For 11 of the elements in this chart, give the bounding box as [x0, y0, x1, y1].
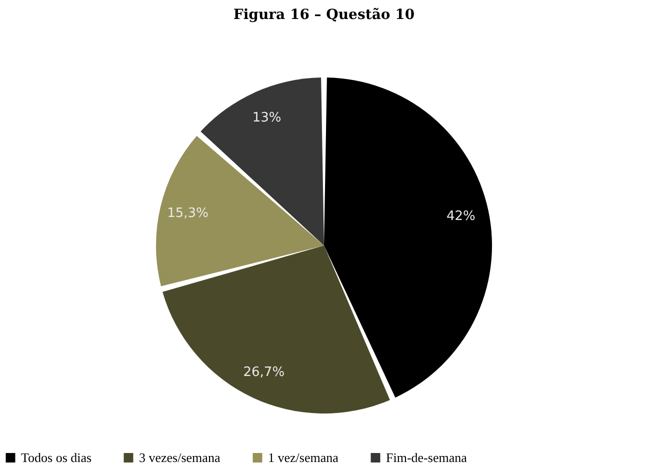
data-label: 13% — [252, 110, 282, 126]
legend-label: 3 vezes/semana — [139, 450, 220, 465]
data-label: 15,3% — [167, 206, 208, 222]
data-label: 26,7% — [243, 364, 285, 380]
chart-title: Figura 16 – Questão 10 — [233, 7, 415, 23]
pie-slice — [162, 246, 390, 414]
legend-label: Todos os dias — [21, 450, 92, 465]
pie-slice — [324, 78, 492, 398]
legend-label: 1 vez/semana — [268, 450, 339, 465]
legend-label: Fim-de-semana — [386, 450, 468, 465]
data-label: 42% — [446, 209, 476, 224]
